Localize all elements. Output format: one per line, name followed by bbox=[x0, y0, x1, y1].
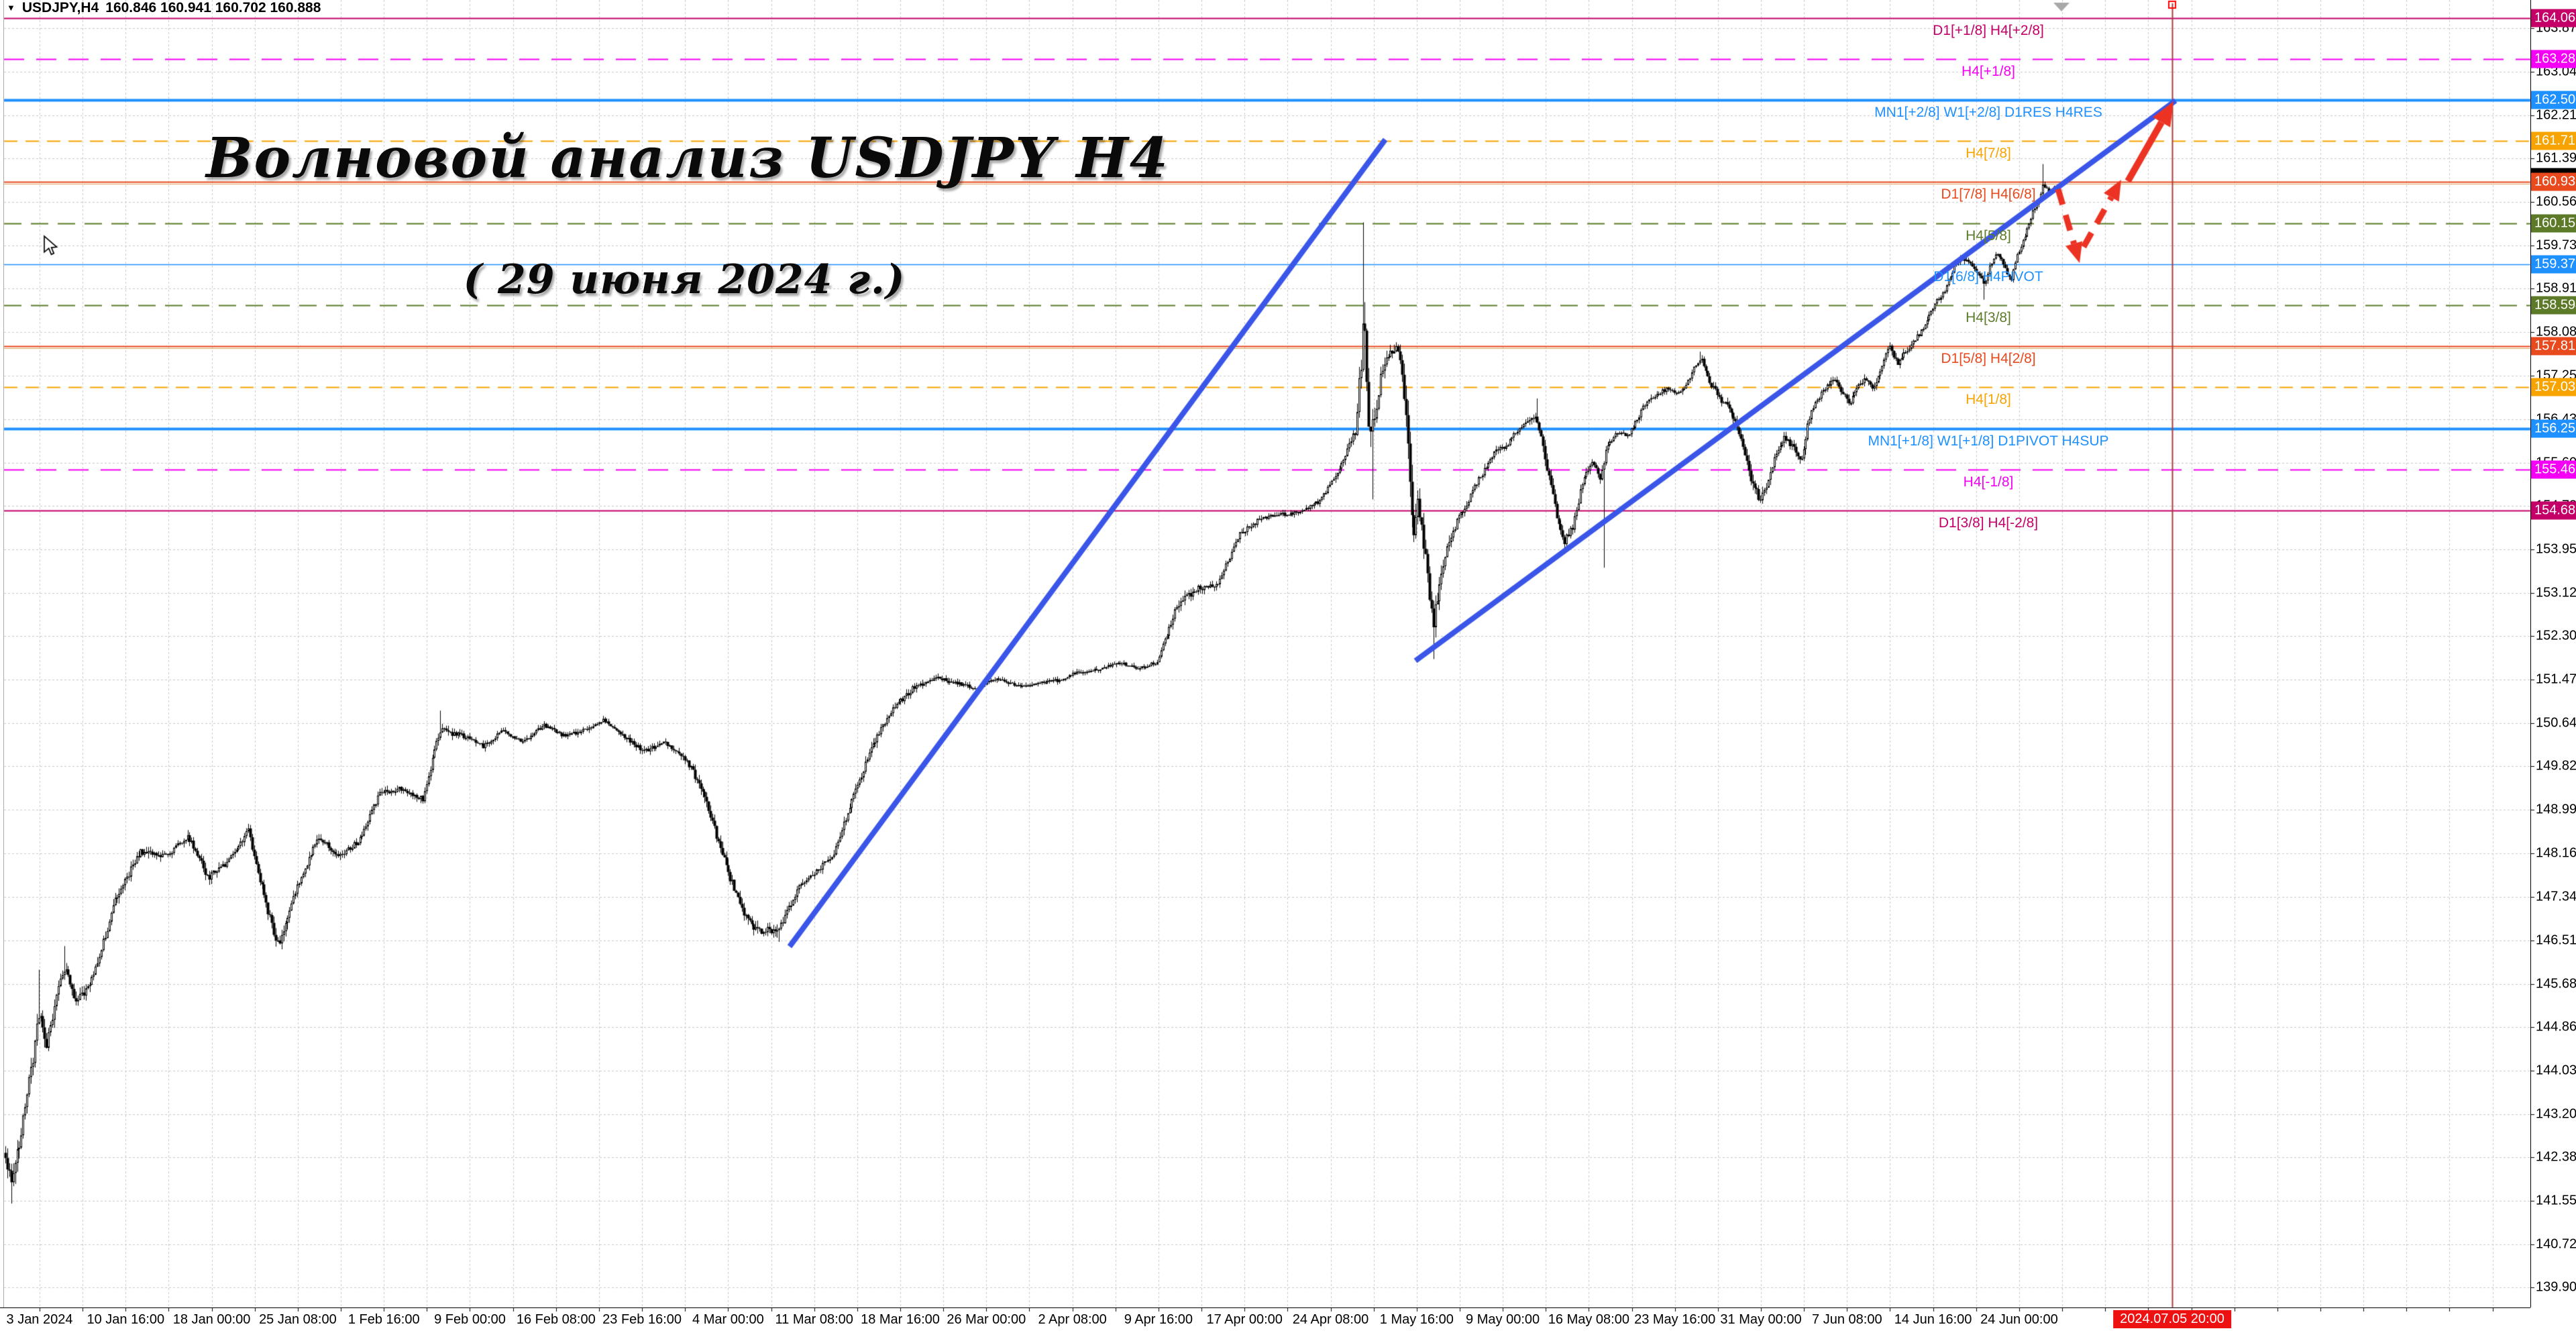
level-price-badge: 159.375 bbox=[2531, 255, 2576, 274]
price-grid-label: 162.210 bbox=[2536, 107, 2576, 123]
price-grid-label: 159.730 bbox=[2536, 237, 2576, 253]
time-grid-label: 16 May 08:00 bbox=[1548, 1312, 1629, 1327]
level-name-label: H4[3/8] bbox=[1966, 309, 2011, 325]
level-price-badge: 158.594 bbox=[2531, 296, 2576, 315]
price-grid-label: 144.860 bbox=[2536, 1019, 2576, 1034]
future-date-badge: 2024.07.05 20:00 bbox=[2113, 1310, 2231, 1328]
symbol-dropdown-icon[interactable]: ▼ bbox=[7, 2, 15, 13]
level-price-badge: 154.688 bbox=[2531, 501, 2576, 520]
price-grid-label: 146.510 bbox=[2536, 932, 2576, 948]
time-grid-label: 31 May 00:00 bbox=[1720, 1312, 1802, 1327]
level-name-label: H4[1/8] bbox=[1966, 392, 2011, 408]
analysis-title: Волновой анализ USDJPY H4 bbox=[206, 126, 1169, 191]
level-name-label: D1[7/8] H4[6/8] bbox=[1941, 186, 2036, 203]
time-grid-label: 23 Feb 16:00 bbox=[602, 1312, 682, 1327]
price-grid-label: 151.470 bbox=[2536, 672, 2576, 687]
time-grid-label: 23 May 16:00 bbox=[1634, 1312, 1716, 1327]
level-name-label: H4[7/8] bbox=[1966, 146, 2011, 162]
analysis-date-subtitle: ( 29 июня 2024 г.) bbox=[463, 256, 906, 303]
time-grid-label: 9 May 00:00 bbox=[1466, 1312, 1540, 1327]
level-name-label: MN1[+1/8] W1[+1/8] D1PIVOT H4SUP bbox=[1868, 433, 2109, 449]
price-grid-label: 160.560 bbox=[2536, 194, 2576, 209]
time-grid-label: 18 Mar 16:00 bbox=[861, 1312, 940, 1327]
level-price-badge: 160.938 bbox=[2531, 172, 2576, 191]
price-grid-label: 161.390 bbox=[2536, 150, 2576, 166]
time-grid-label: 1 May 16:00 bbox=[1379, 1312, 1454, 1327]
time-grid-label: 7 Jun 08:00 bbox=[1812, 1312, 1882, 1327]
price-grid-label: 158.080 bbox=[2536, 324, 2576, 339]
time-axis-separator bbox=[0, 1307, 2530, 1308]
price-grid-label: 148.160 bbox=[2536, 845, 2576, 861]
level-name-label: D1[5/8] H4[2/8] bbox=[1941, 351, 2036, 367]
time-grid-label: 11 Mar 08:00 bbox=[775, 1312, 853, 1327]
time-grid-label: 14 Jun 16:00 bbox=[1894, 1312, 1972, 1327]
level-name-label: H4[-1/8] bbox=[1963, 474, 2014, 490]
level-name-label: H4[5/8] bbox=[1966, 227, 2011, 244]
price-grid-label: 158.910 bbox=[2536, 280, 2576, 296]
level-price-badge: 160.156 bbox=[2531, 214, 2576, 233]
price-grid-label: 150.640 bbox=[2536, 715, 2576, 731]
time-grid-label: 24 Jun 00:00 bbox=[1980, 1312, 2058, 1327]
time-grid-label: 10 Jan 16:00 bbox=[87, 1312, 165, 1327]
price-grid-label: 144.030 bbox=[2536, 1063, 2576, 1078]
time-grid-label: 2 Apr 08:00 bbox=[1038, 1312, 1107, 1327]
price-grid-label: 147.340 bbox=[2536, 889, 2576, 904]
time-grid-label: 24 Apr 08:00 bbox=[1292, 1312, 1369, 1327]
level-name-label: D1[6/8] H4PIVOT bbox=[1933, 268, 2043, 284]
ohlc-values: 160.846 160.941 160.702 160.888 bbox=[105, 0, 321, 15]
level-price-badge: 157.812 bbox=[2531, 337, 2576, 356]
level-price-badge: 161.719 bbox=[2531, 131, 2576, 150]
level-price-badge: 164.062 bbox=[2531, 9, 2576, 28]
level-price-badge: 163.281 bbox=[2531, 50, 2576, 68]
level-name-label: H4[+1/8] bbox=[1962, 63, 2015, 79]
price-grid-label: 149.820 bbox=[2536, 758, 2576, 773]
price-grid-label: 141.550 bbox=[2536, 1193, 2576, 1208]
level-price-badge: 157.031 bbox=[2531, 378, 2576, 396]
price-grid-label: 139.900 bbox=[2536, 1279, 2576, 1295]
time-grid-label: 26 Mar 00:00 bbox=[947, 1312, 1026, 1327]
price-grid-label: 148.990 bbox=[2536, 802, 2576, 817]
time-grid-label: 9 Feb 00:00 bbox=[434, 1312, 506, 1327]
price-grid-label: 142.380 bbox=[2536, 1149, 2576, 1165]
time-grid-label: 25 Jan 08:00 bbox=[259, 1312, 337, 1327]
time-grid-label: 17 Apr 00:00 bbox=[1206, 1312, 1283, 1327]
price-grid-label: 153.120 bbox=[2536, 585, 2576, 600]
time-grid-label: 9 Apr 16:00 bbox=[1124, 1312, 1193, 1327]
price-grid-label: 140.720 bbox=[2536, 1236, 2576, 1252]
price-grid-label: 143.200 bbox=[2536, 1106, 2576, 1122]
level-price-badge: 155.469 bbox=[2531, 460, 2576, 479]
price-grid-label: 145.680 bbox=[2536, 976, 2576, 992]
time-grid-label: 4 Mar 00:00 bbox=[692, 1312, 764, 1327]
level-price-badge: 156.250 bbox=[2531, 419, 2576, 438]
time-grid-label: 1 Feb 16:00 bbox=[347, 1312, 420, 1327]
level-price-badge: 162.500 bbox=[2531, 91, 2576, 109]
price-grid-label: 152.300 bbox=[2536, 628, 2576, 643]
plot-left-border bbox=[3, 0, 4, 1307]
symbol-timeframe-label: USDJPY,H4 bbox=[21, 0, 99, 15]
time-grid-label: 3 Jan 2024 bbox=[6, 1312, 73, 1327]
time-grid-label: 16 Feb 08:00 bbox=[516, 1312, 596, 1327]
time-grid-label: 18 Jan 00:00 bbox=[172, 1312, 251, 1327]
price-grid-label: 153.950 bbox=[2536, 541, 2576, 557]
level-name-label: MN1[+2/8] W1[+2/8] D1RES H4RES bbox=[1874, 105, 2102, 120]
level-name-label: D1[+1/8] H4[+2/8] bbox=[1933, 22, 2044, 38]
chart-title-bar[interactable]: ▼ USDJPY,H4 160.846 160.941 160.702 160.… bbox=[7, 0, 321, 16]
price-axis-separator bbox=[2530, 0, 2531, 1307]
level-name-label: D1[3/8] H4[-2/8] bbox=[1938, 515, 2039, 531]
